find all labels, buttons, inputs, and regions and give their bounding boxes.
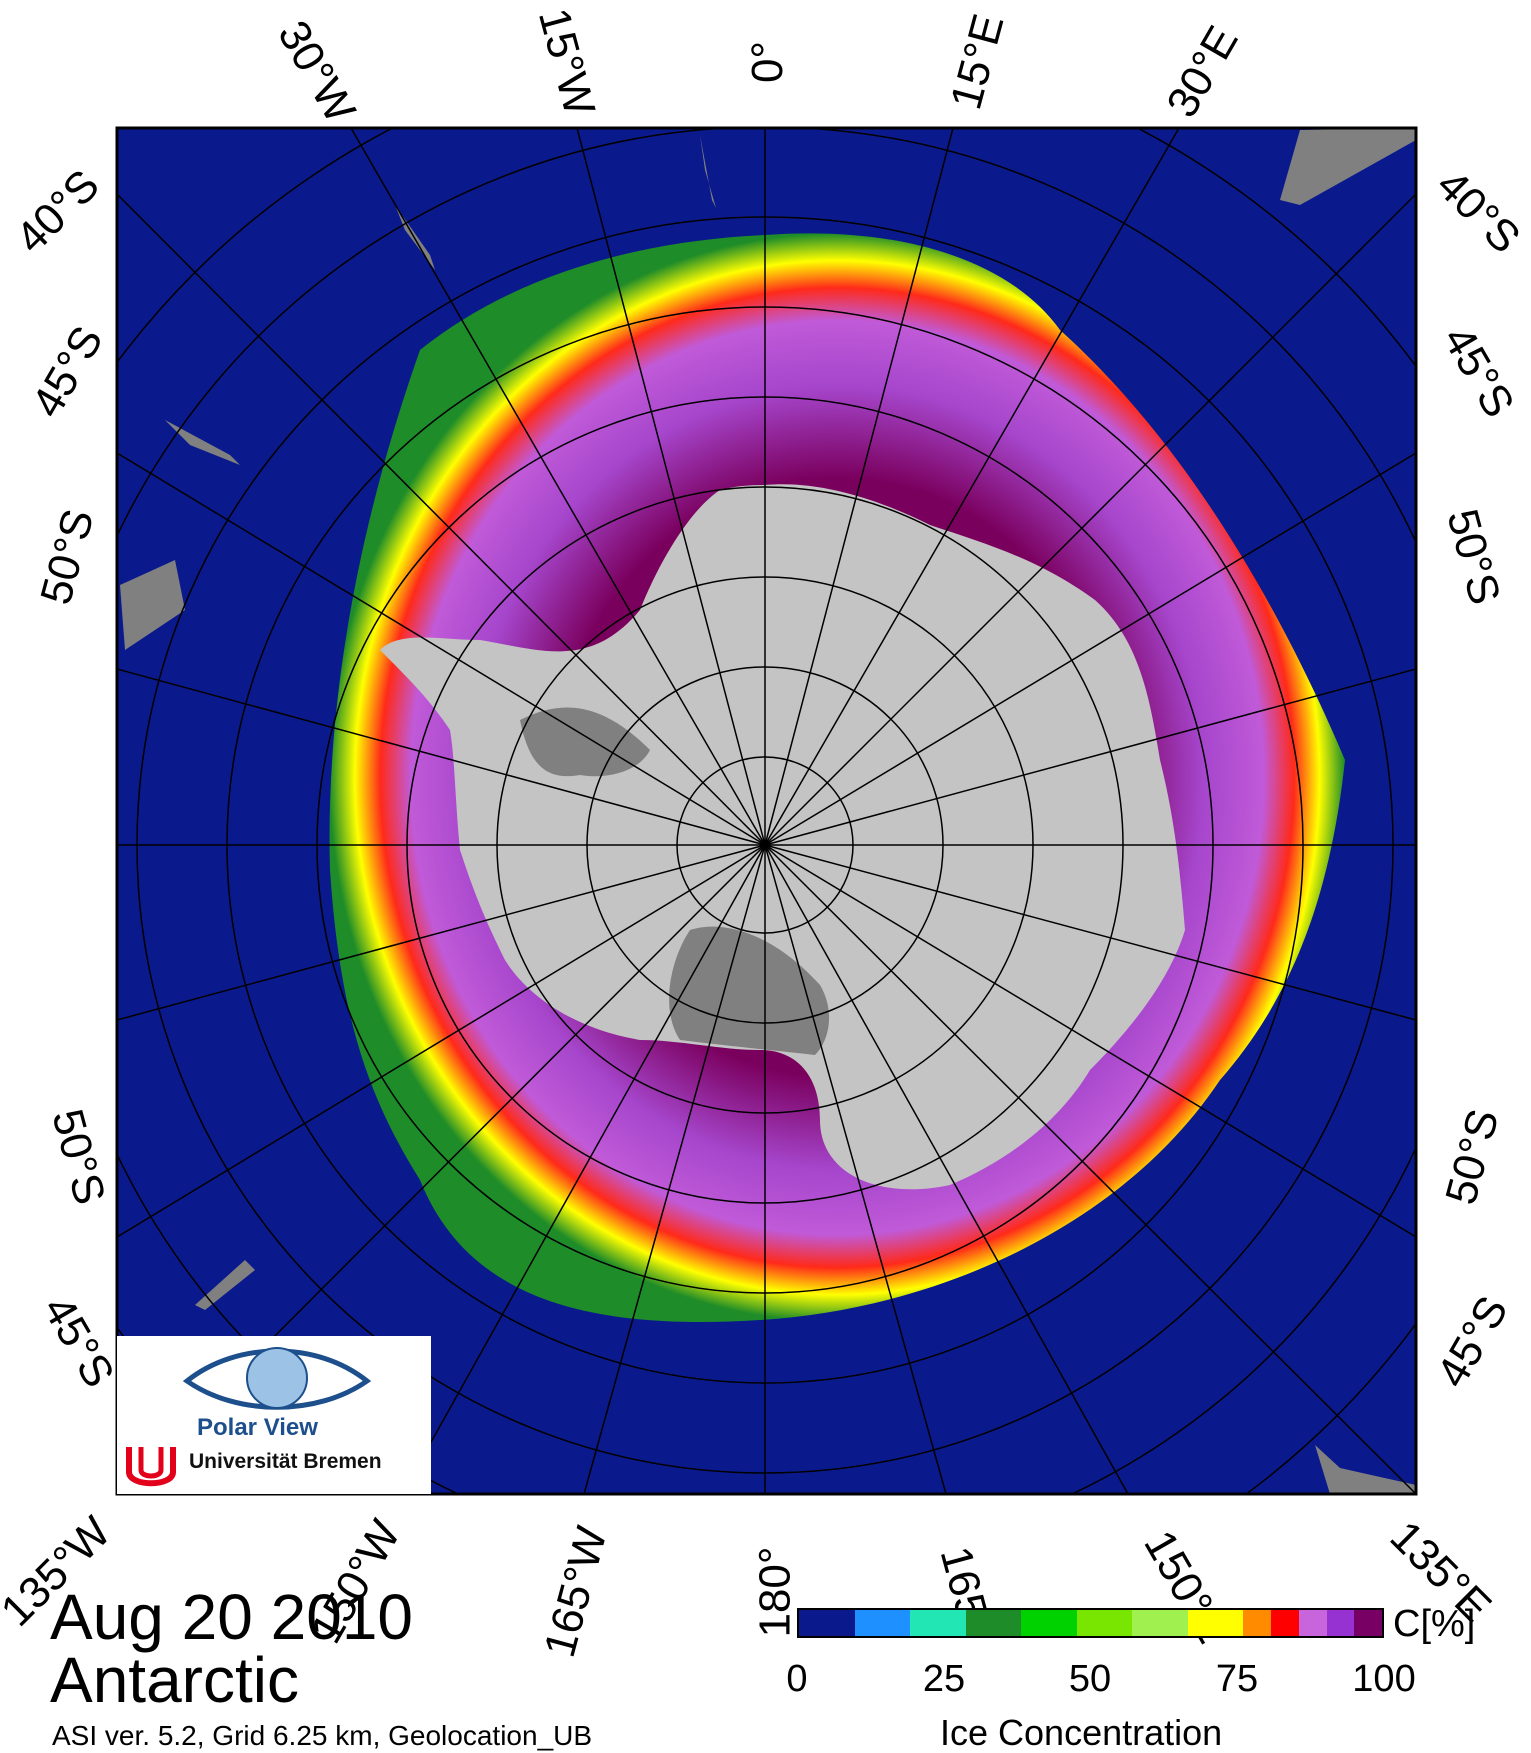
colorbar-unit: C[%] bbox=[1393, 1603, 1476, 1645]
colorbar-segment bbox=[1243, 1610, 1272, 1636]
colorbar-tick: 25 bbox=[922, 1658, 966, 1700]
map-date: Aug 20 2010 bbox=[50, 1581, 413, 1653]
colorbar-segment bbox=[1187, 1610, 1244, 1636]
colorbar-segment bbox=[1354, 1610, 1383, 1636]
land-new-zealand bbox=[195, 1260, 255, 1310]
land-south-america bbox=[1280, 128, 1416, 205]
land-island-2 bbox=[165, 420, 240, 465]
map-metadata: ASI ver. 5.2, Grid 6.25 km, Geolocation_… bbox=[52, 1720, 593, 1751]
colorbar-segment bbox=[1326, 1610, 1355, 1636]
logo-title: Polar View bbox=[197, 1414, 318, 1441]
land-tasmania bbox=[120, 560, 185, 650]
lon-label-top: 0° bbox=[743, 40, 793, 84]
land-bottom-right bbox=[1315, 1445, 1416, 1494]
map-region: Antarctic bbox=[50, 1644, 299, 1716]
colorbar-tick: 75 bbox=[1215, 1658, 1259, 1700]
uni-bremen-icon bbox=[126, 1447, 176, 1487]
colorbar-segment bbox=[1132, 1610, 1188, 1636]
ross-ice-shelf bbox=[669, 926, 830, 1055]
graticule bbox=[117, 128, 1416, 1494]
colorbar-tick: 50 bbox=[1068, 1658, 1112, 1700]
colorbar-tick: 0 bbox=[786, 1658, 808, 1700]
ice-concentration-colorbar bbox=[797, 1608, 1384, 1638]
polar-view-logo: Polar View Universität Bremen bbox=[117, 1336, 431, 1494]
ronne-ice-shelf bbox=[520, 707, 650, 777]
colorbar-segment bbox=[910, 1610, 966, 1636]
colorbar-segment bbox=[1298, 1610, 1327, 1636]
colorbar-segment bbox=[799, 1610, 855, 1636]
map-frame bbox=[115, 126, 1418, 1496]
logo-subtitle: Universität Bremen bbox=[189, 1450, 382, 1473]
eye-icon bbox=[182, 1347, 372, 1410]
colorbar-tick: 100 bbox=[1352, 1658, 1416, 1700]
colorbar-segment bbox=[1076, 1610, 1133, 1636]
colorbar-segment bbox=[1021, 1610, 1077, 1636]
colorbar-title: Ice Concentration bbox=[940, 1712, 1223, 1753]
lon-label-bottom: 180° bbox=[750, 1546, 800, 1638]
colorbar-segment bbox=[965, 1610, 1022, 1636]
colorbar-segment bbox=[854, 1610, 911, 1636]
colorbar-segment bbox=[1271, 1610, 1299, 1636]
